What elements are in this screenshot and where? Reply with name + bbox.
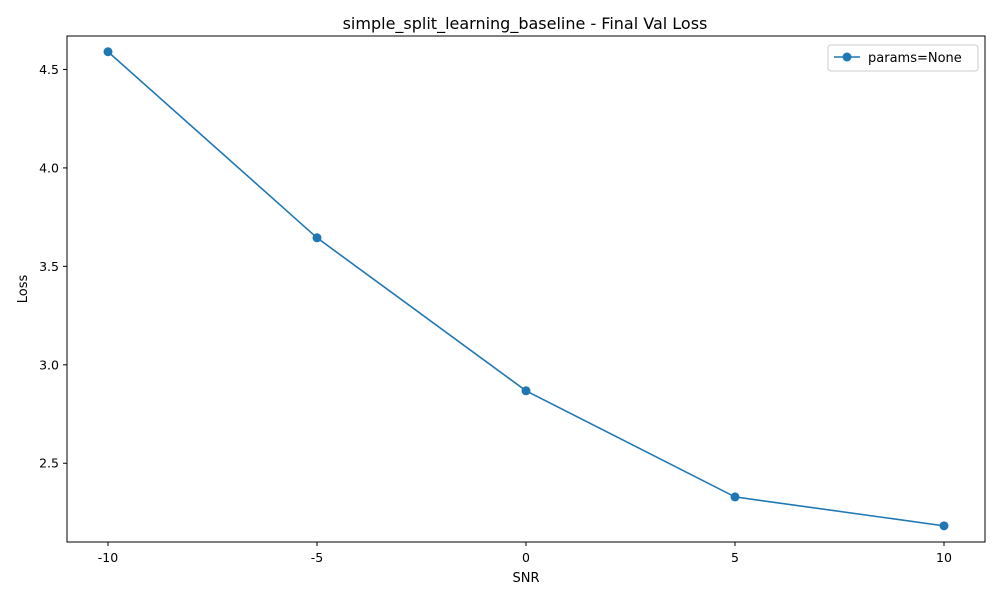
data-point xyxy=(730,492,740,502)
y-tick-label: 3.5 xyxy=(39,259,59,274)
x-tick-label: 0 xyxy=(522,550,530,565)
data-point xyxy=(103,47,113,57)
data-point xyxy=(521,386,531,396)
data-point xyxy=(312,233,322,243)
legend-label: params=None xyxy=(868,51,962,66)
legend: params=None xyxy=(827,44,979,72)
y-tick-label: 4.5 xyxy=(39,62,59,77)
y-axis-ticks: 2.5 3.0 3.5 4.0 4.5 xyxy=(39,62,67,471)
x-tick-label: 5 xyxy=(731,550,739,565)
x-axis-ticks: -10 -5 0 5 10 xyxy=(98,542,952,565)
y-tick-label: 3.0 xyxy=(39,357,59,372)
plot-frame xyxy=(66,35,986,543)
legend-box xyxy=(827,44,979,72)
legend-marker xyxy=(842,52,852,62)
series-layer xyxy=(103,47,949,531)
y-axis-label: Loss xyxy=(16,275,31,304)
chart-title: simple_split_learning_baseline - Final V… xyxy=(343,14,708,34)
x-axis-label: SNR xyxy=(512,571,539,586)
data-point xyxy=(939,521,949,531)
x-tick-label: -5 xyxy=(311,550,323,565)
x-tick-label: 10 xyxy=(936,550,952,565)
y-tick-label: 4.0 xyxy=(39,160,59,175)
x-tick-label: -10 xyxy=(98,550,118,565)
y-tick-label: 2.5 xyxy=(39,456,59,471)
